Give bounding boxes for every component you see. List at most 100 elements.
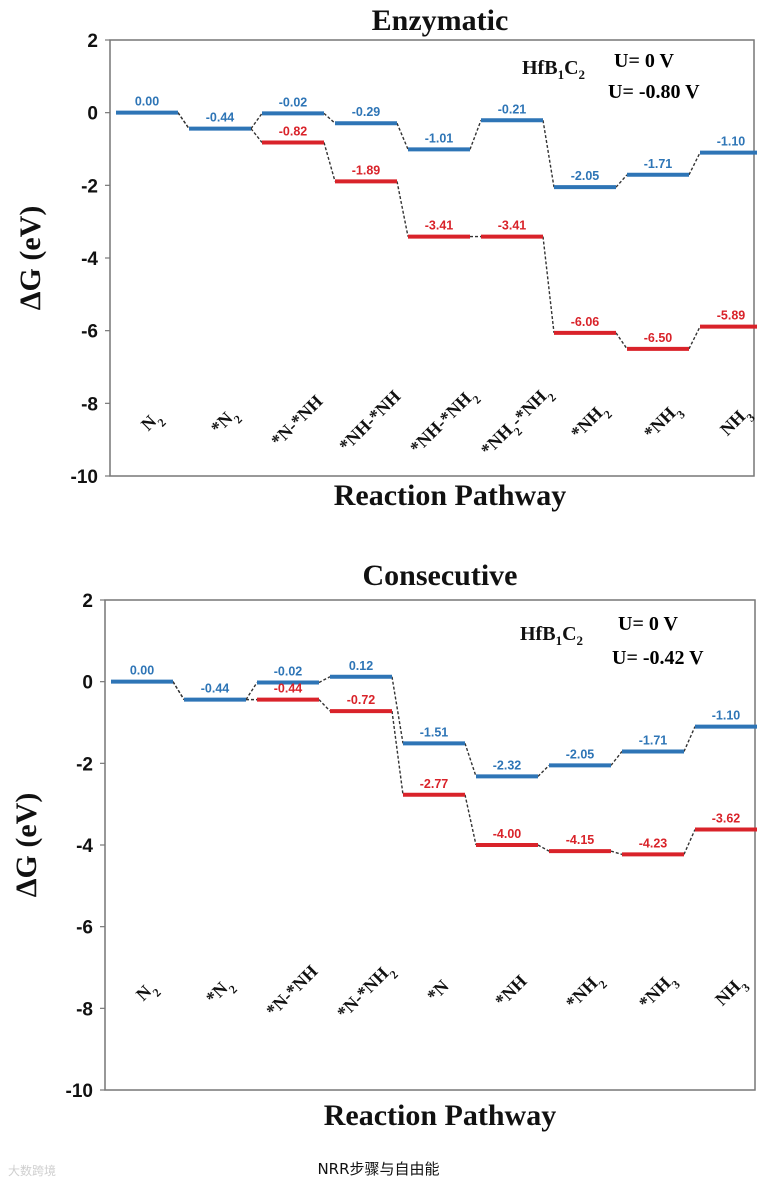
value-label: -2.05 <box>571 169 600 183</box>
connectors <box>177 112 701 350</box>
connector-line <box>688 152 701 176</box>
connector-line <box>250 112 263 130</box>
category-labels: N2 *N2 *N-*NH *N-*NH2 *N *NH *NH2 *NH3 NH3 <box>132 959 753 1027</box>
connectors <box>172 676 696 856</box>
chart-title: Enzymatic <box>372 4 509 37</box>
value-label: 0.00 <box>135 95 159 109</box>
energy-levels <box>111 674 757 857</box>
enzymatic-chart: Enzymatic Reaction Pathway ΔG (eV) HfB1C… <box>14 4 757 512</box>
y-tick-label: -2 <box>76 754 93 775</box>
category-label: *NH3 <box>640 399 688 447</box>
value-label: -0.44 <box>206 111 235 125</box>
value-label: -4.15 <box>566 833 595 847</box>
y-ticks: 2 0 -2 -4 -6 -8 -10 <box>66 591 105 1102</box>
value-label: -3.62 <box>712 811 741 825</box>
value-label: -2.05 <box>566 747 595 761</box>
category-label: *NH2 <box>567 399 615 447</box>
value-label: -0.82 <box>279 124 308 138</box>
y-tick-label: -8 <box>81 394 98 415</box>
category-label: *NH-*NH2 <box>406 384 484 462</box>
connector-line <box>464 743 477 777</box>
value-label: -4.00 <box>493 827 522 841</box>
connector-line <box>469 120 482 150</box>
value-label: -2.77 <box>420 777 449 791</box>
category-label: NH3 <box>711 972 753 1014</box>
y-ticks: 2 0 -2 -4 -6 -8 -10 <box>71 31 110 488</box>
connector-line <box>323 112 336 124</box>
category-label: N2 <box>137 407 169 439</box>
connector-line <box>318 699 331 712</box>
value-label: 0.00 <box>130 664 154 678</box>
value-label: -1.10 <box>717 135 746 149</box>
chart-title: Consecutive <box>363 559 518 592</box>
connector-line <box>391 710 404 795</box>
value-label: -1.01 <box>425 131 454 145</box>
value-label: 0.12 <box>349 659 373 673</box>
legend-uneg: U= -0.42 V <box>612 647 704 669</box>
value-label: -3.41 <box>498 219 527 233</box>
legend-u0: U= 0 V <box>614 50 674 72</box>
category-label: *NH <box>491 971 531 1011</box>
value-label: -0.44 <box>274 682 303 696</box>
connector-line <box>323 142 336 182</box>
value-label: -6.50 <box>644 331 673 345</box>
value-label: -0.02 <box>274 664 303 678</box>
category-label: *N <box>423 976 453 1006</box>
x-axis-title: Reaction Pathway <box>324 1099 556 1132</box>
legend-u0: U= 0 V <box>618 613 678 635</box>
y-tick-label: -4 <box>81 249 98 270</box>
connector-line <box>688 326 701 350</box>
connector-line <box>464 794 477 846</box>
value-label: -0.29 <box>352 105 381 119</box>
y-tick-label: -4 <box>76 836 93 857</box>
connector-line <box>615 332 628 350</box>
connector-line <box>683 829 696 855</box>
value-label: -4.23 <box>639 836 668 850</box>
connector-line <box>396 181 409 237</box>
value-label: -5.89 <box>717 309 746 323</box>
y-tick-label: 0 <box>87 104 98 125</box>
value-labels: 0.00 -0.44 -0.02 -0.29 -1.01 -0.21 -2.05 -1.71 -… <box>135 95 745 345</box>
connector-line <box>615 174 628 188</box>
y-tick-label: 2 <box>82 591 93 612</box>
connector-line <box>542 120 555 188</box>
legend-material-label: HfB1C2 <box>520 623 583 648</box>
category-label: *NH2-*NH2 <box>477 382 559 464</box>
consecutive-chart: Consecutive Reaction Pathway ΔG (eV) HfB… <box>10 559 757 1132</box>
value-label: -1.89 <box>352 163 381 177</box>
y-tick-label: 2 <box>87 31 98 52</box>
value-label: -0.72 <box>347 693 376 707</box>
category-label: N2 <box>132 977 164 1009</box>
legend-material-label: HfB1C2 <box>522 57 585 82</box>
category-label: *N2 <box>207 404 245 442</box>
y-axis-title: ΔG (eV) <box>10 793 43 898</box>
category-label: *N2 <box>202 974 240 1012</box>
connector-line <box>537 844 550 852</box>
connector-line <box>610 850 623 856</box>
y-tick-label: 0 <box>82 673 93 694</box>
connector-line <box>391 676 404 744</box>
category-label: *N-*NH <box>267 391 326 450</box>
connector-line <box>683 726 696 752</box>
value-label: -1.71 <box>639 733 668 747</box>
value-label: -1.71 <box>644 157 673 171</box>
watermark: 大数跨境 <box>8 1164 57 1178</box>
y-axis-title: ΔG (eV) <box>14 206 47 311</box>
value-label: -1.10 <box>712 709 741 723</box>
connector-line <box>537 764 550 777</box>
y-tick-label: -8 <box>76 999 93 1020</box>
category-label: *NH3 <box>635 969 683 1017</box>
connector-line <box>396 122 409 150</box>
energy-levels <box>116 110 757 351</box>
value-label: -1.51 <box>420 725 449 739</box>
category-label: *N-*NH2 <box>333 959 401 1027</box>
category-label: NH3 <box>716 402 757 444</box>
value-label: -0.44 <box>201 682 230 696</box>
value-label: -6.06 <box>571 315 600 329</box>
legend-uneg: U= -0.80 V <box>608 81 700 103</box>
value-label: -0.02 <box>279 95 308 109</box>
category-label: *NH2 <box>562 969 610 1017</box>
value-label: -3.41 <box>425 219 454 233</box>
value-labels: 0.00 -0.44 -0.02 0.12 -1.51 -2.32 -2.05 -1.71 -1… <box>130 659 740 851</box>
